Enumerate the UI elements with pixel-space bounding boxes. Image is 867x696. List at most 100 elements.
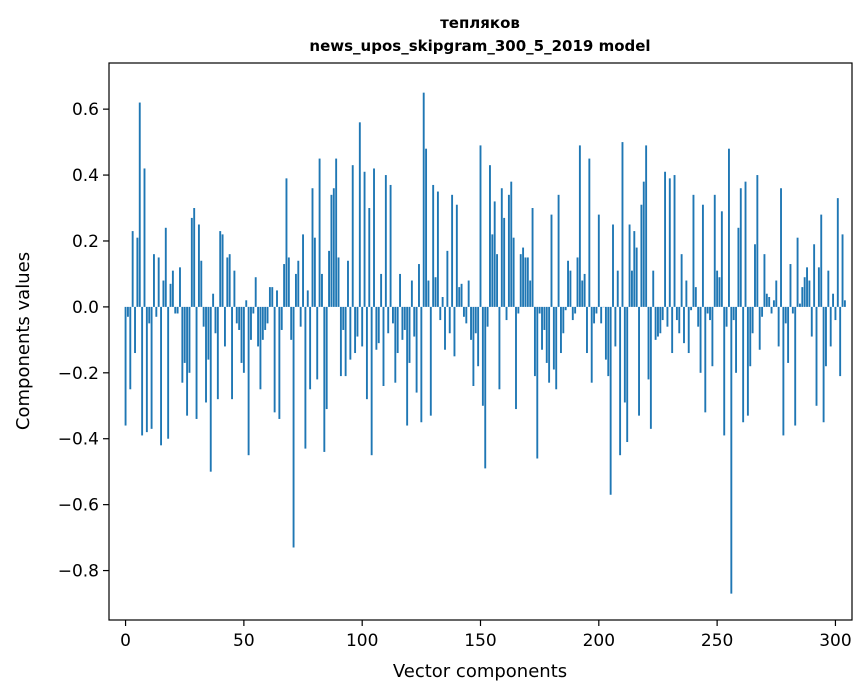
bar (752, 307, 754, 333)
bar (697, 307, 699, 327)
bar (768, 297, 770, 307)
bar (297, 261, 299, 307)
bar (562, 307, 564, 333)
bar (236, 307, 238, 323)
bar (430, 307, 432, 416)
bar (198, 225, 200, 307)
bar (335, 159, 337, 307)
bar (711, 307, 713, 366)
bar (586, 307, 588, 353)
bar (146, 307, 148, 432)
bar (593, 307, 595, 323)
bar (652, 271, 654, 307)
bar (295, 274, 297, 307)
bar (558, 195, 560, 307)
bar (813, 244, 815, 307)
bar (281, 307, 283, 330)
bar (179, 267, 181, 307)
bar (553, 307, 555, 370)
bar (394, 307, 396, 383)
bar (633, 231, 635, 307)
bar (278, 307, 280, 419)
bar (643, 182, 645, 307)
x-tick-label: 200 (583, 631, 615, 651)
bar (494, 201, 496, 306)
bar (681, 254, 683, 307)
bar (390, 185, 392, 307)
bar (316, 307, 318, 380)
bar (200, 261, 202, 307)
bar (650, 307, 652, 429)
bar (392, 307, 394, 323)
bar (820, 215, 822, 307)
bar (707, 307, 709, 314)
bar (454, 307, 456, 356)
bar (640, 205, 642, 307)
bar (735, 307, 737, 373)
bar (645, 145, 647, 307)
bar (730, 307, 732, 594)
bar (529, 281, 531, 307)
bar (250, 307, 252, 340)
bar (342, 307, 344, 330)
bar (508, 195, 510, 307)
bar-chart: тепляков news_upos_skipgram_300_5_2019 m… (0, 0, 867, 696)
bar (373, 168, 375, 306)
bar (844, 300, 846, 307)
bar (333, 188, 335, 307)
bar (189, 307, 191, 373)
bar (243, 307, 245, 373)
bar (411, 281, 413, 307)
bar (581, 281, 583, 307)
y-axis-ticks: −0.8−0.6−0.4−0.20.00.20.40.6 (58, 100, 109, 581)
bar (309, 307, 311, 389)
bar (196, 307, 198, 419)
bar (740, 188, 742, 307)
bar (276, 290, 278, 306)
bar (567, 261, 569, 307)
bar (756, 175, 758, 307)
bar (352, 165, 354, 307)
bar (217, 307, 219, 399)
bar (780, 188, 782, 307)
bar (286, 178, 288, 307)
bar (690, 307, 692, 310)
bar (574, 307, 576, 314)
bar (513, 238, 515, 307)
bar (468, 281, 470, 307)
bar (444, 307, 446, 350)
y-tick-label: 0.6 (72, 100, 99, 120)
bar (456, 205, 458, 307)
bar (778, 307, 780, 347)
bar (428, 281, 430, 307)
bar (775, 281, 777, 307)
bar (172, 271, 174, 307)
bar (648, 307, 650, 380)
bar (799, 304, 801, 307)
bar (631, 271, 633, 307)
bar (383, 307, 385, 386)
bar (655, 307, 657, 340)
bar (463, 307, 465, 317)
bar (437, 192, 439, 307)
bar (401, 307, 403, 340)
x-tick-label: 100 (346, 631, 378, 651)
bar (498, 307, 500, 389)
bar (579, 145, 581, 307)
bar (461, 284, 463, 307)
bar (293, 307, 295, 548)
x-tick-label: 0 (120, 631, 131, 651)
bar (257, 307, 259, 347)
bar (262, 307, 264, 340)
bar (347, 261, 349, 307)
bar (378, 307, 380, 343)
bar (482, 307, 484, 406)
bar (380, 274, 382, 307)
bar (572, 307, 574, 320)
bar (496, 254, 498, 307)
bar (782, 307, 784, 436)
bar (569, 271, 571, 307)
bar (446, 251, 448, 307)
bar (158, 257, 160, 306)
bar (773, 300, 775, 307)
